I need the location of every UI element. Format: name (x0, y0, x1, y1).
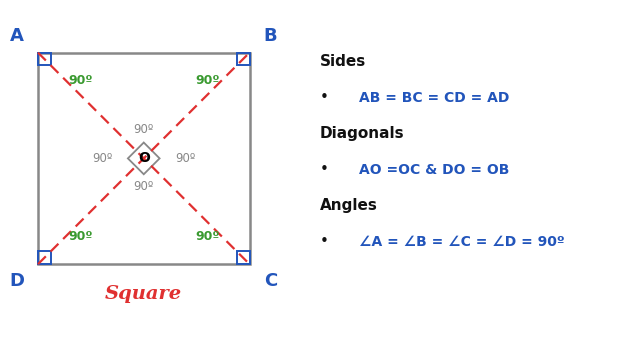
Text: AB = BC = CD = AD: AB = BC = CD = AD (359, 91, 509, 105)
Text: Square: Square (105, 285, 182, 303)
Text: 90º: 90º (134, 123, 154, 136)
Text: •: • (320, 162, 329, 177)
Text: ∠A = ∠B = ∠C = ∠D = 90º: ∠A = ∠B = ∠C = ∠D = 90º (359, 235, 564, 249)
Text: Diagonals: Diagonals (320, 126, 404, 141)
Text: 90º: 90º (195, 230, 219, 243)
Text: O: O (138, 151, 150, 165)
Bar (38, 251, 51, 264)
Text: C: C (264, 272, 278, 290)
Text: •: • (320, 90, 329, 105)
Text: AO =OC & DO = OB: AO =OC & DO = OB (359, 163, 509, 177)
Bar (38, 53, 51, 65)
Text: Angles: Angles (320, 198, 378, 213)
Text: 90º: 90º (175, 152, 195, 165)
Text: 90º: 90º (195, 74, 219, 87)
Text: A: A (10, 27, 24, 45)
Text: 90º: 90º (92, 152, 112, 165)
Bar (237, 53, 249, 65)
Text: 90º: 90º (134, 180, 154, 193)
Text: 90º: 90º (68, 74, 92, 87)
Text: 90º: 90º (68, 230, 92, 243)
Text: B: B (264, 27, 278, 45)
Text: •: • (320, 234, 329, 249)
Text: Sides: Sides (320, 54, 366, 69)
Bar (237, 251, 249, 264)
Text: D: D (9, 272, 24, 290)
